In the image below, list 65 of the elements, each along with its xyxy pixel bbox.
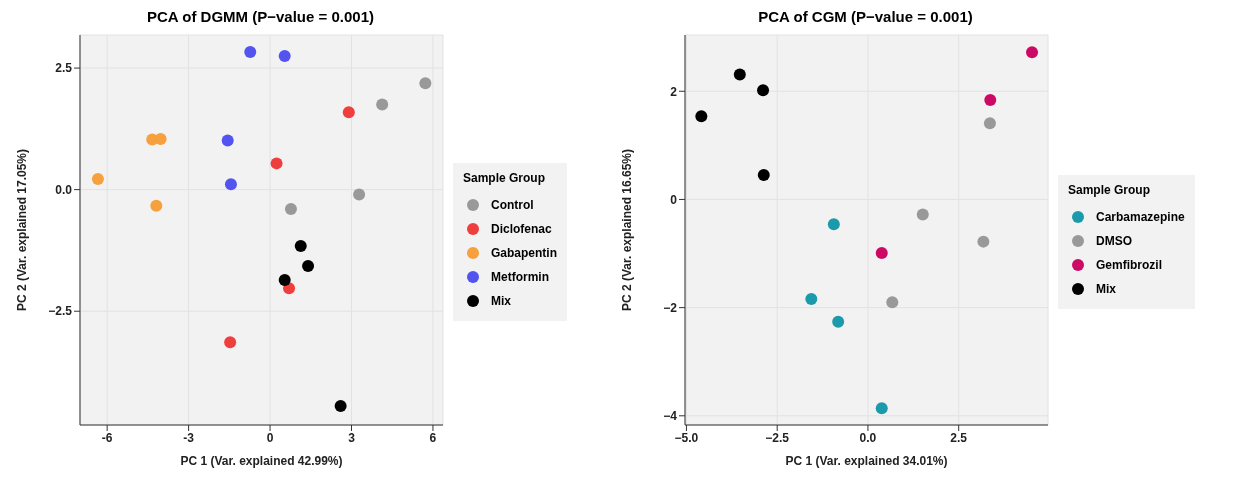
y-tick-label: 2 (670, 84, 678, 99)
point (1026, 46, 1039, 59)
point (733, 68, 746, 81)
point (284, 203, 297, 216)
x-axis-title: PC 1 (Var. explained 42.99%) (180, 454, 343, 468)
y-axis-title: PC 2 (Var. explained 16.65%) (620, 148, 635, 312)
x-tick-label: 3 (348, 430, 356, 445)
x-tick-label: 0 (266, 430, 274, 445)
point (984, 93, 997, 106)
legend-title: Sample Group (463, 171, 546, 185)
x-tick-label: 6 (429, 430, 437, 445)
point (270, 157, 283, 170)
legend-title: Sample Group (1068, 183, 1151, 197)
point (224, 178, 237, 191)
point (757, 84, 770, 97)
legend-label: Carbamazepine (1096, 210, 1185, 224)
legend-label: Gabapentin (491, 246, 558, 260)
point (977, 235, 990, 248)
point (805, 292, 818, 305)
x-axis-title: PC 1 (Var. explained 34.01%) (785, 454, 948, 468)
point (983, 117, 996, 130)
legend-label: Diclofenac (491, 222, 552, 236)
point (342, 106, 355, 119)
chart-title: PCA of CGM (P−value = 0.001) (757, 8, 974, 25)
point (244, 46, 257, 59)
legend-label: Control (491, 198, 534, 212)
point (302, 259, 315, 272)
point (376, 98, 389, 111)
x-tick-label: 2.5 (950, 430, 968, 445)
point (757, 169, 770, 182)
legend-label: Metformin (491, 270, 549, 284)
y-tick-label: 2.5 (55, 61, 73, 76)
x-tick-label: −5.0 (674, 430, 699, 445)
point (224, 336, 237, 349)
x-tick-label: −2.5 (765, 430, 790, 445)
point (334, 400, 347, 413)
y-tick-label: −4 (663, 409, 678, 424)
y-tick-label: 0 (670, 192, 678, 207)
legend-label: Gemfibrozil (1096, 258, 1163, 272)
point (91, 172, 104, 185)
x-tick-label: -3 (183, 430, 195, 445)
y-tick-label: −2.5 (48, 304, 73, 319)
point (832, 315, 845, 328)
point (695, 110, 708, 123)
point (886, 296, 899, 309)
point (353, 188, 366, 201)
point (278, 274, 291, 287)
x-tick-label: 0.0 (859, 430, 877, 445)
legend-label: Mix (1096, 282, 1117, 296)
legend-label: DMSO (1096, 234, 1132, 248)
point (827, 218, 840, 231)
point (221, 134, 234, 147)
y-axis-title: PC 2 (Var. explained 17.05%) (15, 148, 30, 312)
point (419, 77, 432, 90)
chart-title: PCA of DGMM (P−value = 0.001) (146, 8, 375, 25)
point (278, 49, 291, 62)
point (916, 208, 929, 221)
y-tick-label: −2 (663, 300, 678, 315)
point (875, 246, 888, 259)
point (294, 240, 307, 253)
y-tick-label: 0.0 (55, 182, 73, 197)
legend-label: Mix (491, 294, 512, 308)
point (150, 199, 163, 212)
point (875, 402, 888, 415)
x-tick-label: -6 (101, 430, 113, 445)
